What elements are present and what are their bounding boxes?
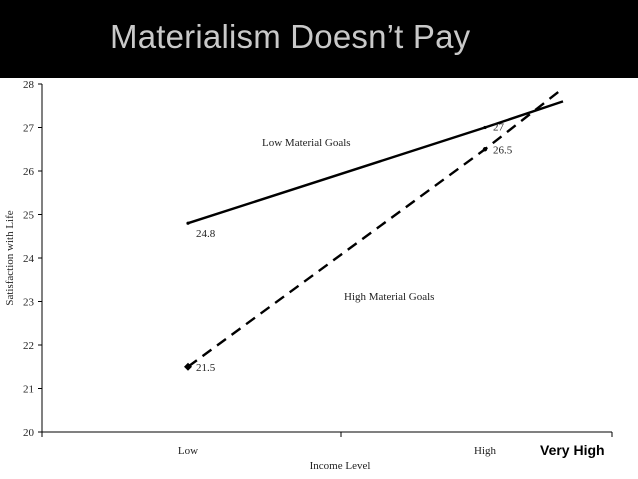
data-label: 21.5 — [196, 362, 216, 374]
series-name-high-material-goals: High Material Goals — [344, 291, 434, 303]
y-tick-label: 27 — [23, 123, 35, 135]
chart-labels: Income Level Satisfaction with Life 24.8 27… — [4, 122, 605, 473]
data-point — [483, 125, 487, 130]
x-axis-ticks: Low High — [41, 432, 613, 457]
y-tick-label: 26 — [23, 166, 35, 178]
y-tick-label: 23 — [23, 297, 35, 309]
data-label: 24.8 — [196, 228, 216, 240]
series-name-low-material-goals: Low Material Goals — [262, 137, 351, 149]
y-axis-ticks: 20 21 22 23 24 25 26 27 28 — [23, 79, 42, 439]
y-tick-label: 25 — [23, 210, 35, 222]
x-tick-label: Low — [178, 445, 198, 457]
x-axis-label: Income Level — [310, 460, 371, 472]
y-axis-label: Satisfaction with Life — [4, 210, 16, 305]
data-label: 27 — [493, 122, 505, 134]
data-point — [186, 221, 190, 225]
y-tick-label: 28 — [23, 79, 35, 91]
data-point — [482, 147, 488, 152]
data-label: 26.5 — [493, 144, 513, 156]
annotation-very-high: Very High — [540, 442, 605, 458]
slide-title: Materialism Doesn’t Pay — [110, 18, 471, 55]
y-tick-label: 20 — [23, 427, 35, 439]
title-bar: Materialism Doesn’t Pay — [0, 0, 638, 78]
data-point — [184, 362, 192, 371]
y-tick-label: 22 — [23, 340, 34, 352]
chart-series — [184, 87, 564, 371]
series-line-low-material-goals — [187, 100, 564, 225]
x-tick-label: High — [474, 445, 497, 457]
y-tick-label: 21 — [23, 384, 34, 396]
y-tick-label: 24 — [23, 253, 35, 265]
series-line-high-material-goals — [187, 87, 564, 368]
